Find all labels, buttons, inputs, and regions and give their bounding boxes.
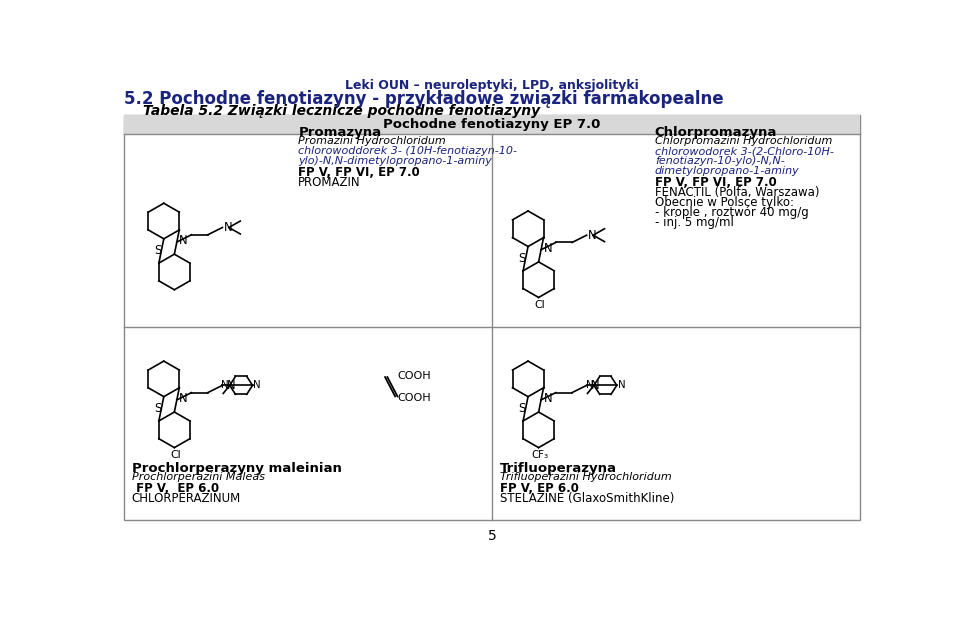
Text: chlorowodorek 3-(2-Chloro-10H-: chlorowodorek 3-(2-Chloro-10H- xyxy=(655,146,833,156)
Text: N: N xyxy=(180,392,188,405)
Text: S: S xyxy=(155,403,161,415)
Text: STELAZINE (GlaxoSmithKline): STELAZINE (GlaxoSmithKline) xyxy=(500,492,674,505)
Text: Chlorpromazyna: Chlorpromazyna xyxy=(655,126,778,139)
Text: FP V, EP 6.0: FP V, EP 6.0 xyxy=(500,482,579,495)
Text: - krople , roztwór 40 mg/g: - krople , roztwór 40 mg/g xyxy=(655,206,808,219)
Text: Cl: Cl xyxy=(171,450,181,460)
Text: ylo)-N,N-dimetylopropano-1-aminy: ylo)-N,N-dimetylopropano-1-aminy xyxy=(299,156,492,166)
Text: fenotiazyn-10-ylo)-N,N-: fenotiazyn-10-ylo)-N,N- xyxy=(655,156,784,166)
Text: N: N xyxy=(227,379,235,392)
Text: S: S xyxy=(518,252,526,265)
Text: Promazyna: Promazyna xyxy=(299,126,381,139)
Text: Promazini Hydrochloridum: Promazini Hydrochloridum xyxy=(299,136,446,146)
Text: Obecnie w Polsce tylko:: Obecnie w Polsce tylko: xyxy=(655,196,794,209)
Text: 5.2 Pochodne fenotiazyny - przykładowe związki farmakopealne: 5.2 Pochodne fenotiazyny - przykładowe z… xyxy=(124,90,724,108)
Text: Leki OUN – neuroleptyki, LPD, anksjolityki: Leki OUN – neuroleptyki, LPD, anksjolity… xyxy=(346,79,638,92)
Text: PROMAZIN: PROMAZIN xyxy=(299,176,361,189)
Text: N: N xyxy=(253,381,261,391)
Text: FENACTIL (Polfa, Warszawa): FENACTIL (Polfa, Warszawa) xyxy=(655,186,819,199)
Text: COOH: COOH xyxy=(397,371,431,381)
Text: N: N xyxy=(222,381,228,391)
Text: N: N xyxy=(617,381,625,391)
Text: Chlorpromazini Hydrochloridum: Chlorpromazini Hydrochloridum xyxy=(655,136,832,146)
Text: S: S xyxy=(518,403,526,415)
Bar xyxy=(124,115,860,520)
Text: COOH: COOH xyxy=(397,393,431,403)
Text: N: N xyxy=(586,381,593,391)
Text: N: N xyxy=(224,221,232,234)
Text: CHLORPERAZINUM: CHLORPERAZINUM xyxy=(132,492,241,505)
Text: Prochlorperazini Maleas: Prochlorperazini Maleas xyxy=(132,472,265,482)
Text: S: S xyxy=(155,245,161,258)
Text: Pochodne fenotiazyny EP 7.0: Pochodne fenotiazyny EP 7.0 xyxy=(383,118,601,130)
Text: FP V,  EP 6.0: FP V, EP 6.0 xyxy=(132,482,219,495)
Text: Trifluoperazini Hydrochloridum: Trifluoperazini Hydrochloridum xyxy=(500,472,671,482)
Text: N: N xyxy=(543,241,552,255)
Text: Trifluoperazyna: Trifluoperazyna xyxy=(500,461,616,475)
Text: N: N xyxy=(588,229,597,241)
Text: FP V, FP VI, EP 7.0: FP V, FP VI, EP 7.0 xyxy=(655,176,777,189)
Text: Tabela 5.2 Związki lecznicze pochodne fenotiazyny: Tabela 5.2 Związki lecznicze pochodne fe… xyxy=(143,105,540,119)
Text: dimetylopropano-1-aminy: dimetylopropano-1-aminy xyxy=(655,166,800,176)
Bar xyxy=(124,115,860,134)
Text: 5: 5 xyxy=(488,529,496,544)
Text: Cl: Cl xyxy=(535,300,545,310)
Text: CF₃: CF₃ xyxy=(532,450,549,460)
Text: N: N xyxy=(543,392,552,405)
Text: Prochlorperazyny maleinian: Prochlorperazyny maleinian xyxy=(132,461,342,475)
Text: N: N xyxy=(590,379,599,392)
Text: chlorowoddorek 3- (10H-fenotiazyn-10-: chlorowoddorek 3- (10H-fenotiazyn-10- xyxy=(299,146,517,156)
Text: - inj. 5 mg/ml: - inj. 5 mg/ml xyxy=(655,216,733,229)
Text: N: N xyxy=(180,234,188,247)
Text: FP V, FP VI, EP 7.0: FP V, FP VI, EP 7.0 xyxy=(299,166,420,179)
